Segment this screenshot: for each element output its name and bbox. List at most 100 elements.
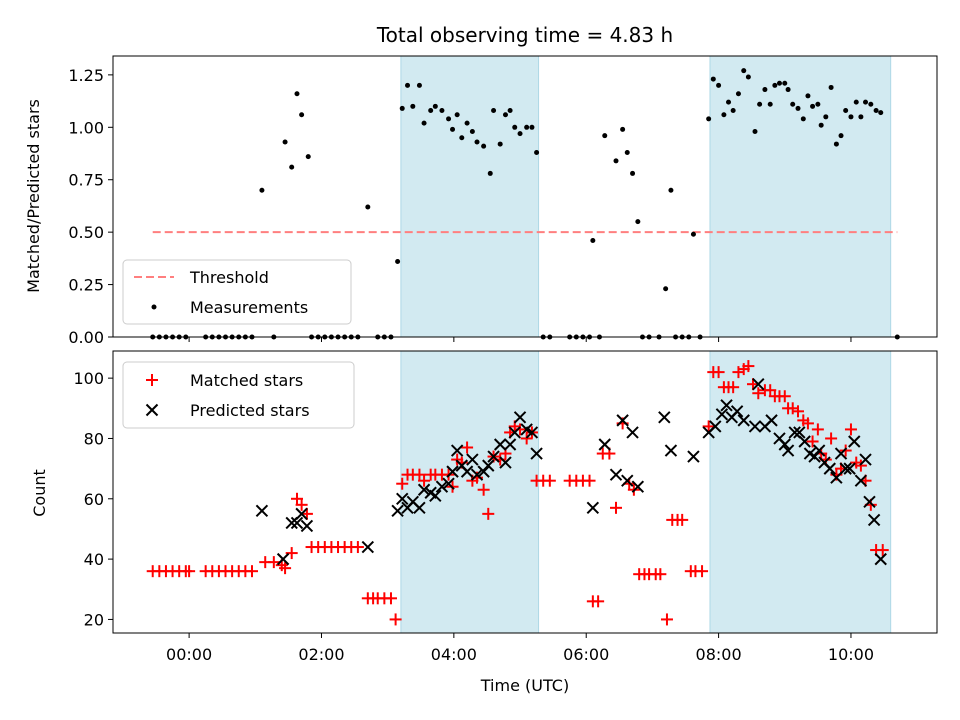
- measurement-point: [416, 82, 422, 88]
- predicted-star-marker: [466, 453, 479, 466]
- measurement-point: [399, 105, 405, 111]
- matched-star-marker: [514, 423, 527, 436]
- predicted-star-marker-b: [867, 513, 881, 527]
- measurement-point: [790, 101, 796, 107]
- matched-star-marker: [482, 507, 495, 520]
- predicted-star-marker: [487, 450, 500, 463]
- bottom-legend: Matched stars Predicted stars: [122, 361, 355, 429]
- predicted-star-marker: [621, 474, 634, 487]
- bottom-shaded-spans: [400, 351, 892, 633]
- predicted-star-marker-b: [748, 420, 762, 433]
- predicted-star-marker-b: [664, 444, 678, 457]
- predicted-star-marker: [530, 447, 543, 460]
- predicted-star-marker-b: [773, 432, 786, 445]
- y-tick-label: 100: [73, 369, 104, 388]
- measurement-point: [762, 87, 768, 93]
- matched-star-marker: [702, 420, 715, 433]
- predicted-star-marker: [429, 489, 442, 502]
- matched-star-marker: [290, 492, 303, 505]
- measurement-point: [721, 112, 727, 118]
- y-tick-label: 0.50: [68, 223, 104, 242]
- shaded-span: [400, 56, 539, 337]
- top-legend: Threshold Measurements: [122, 259, 352, 325]
- measurement-point: [428, 108, 434, 114]
- measurement-point: [469, 128, 475, 134]
- measurement-point: [863, 99, 869, 105]
- predicted-star-marker: [285, 516, 298, 530]
- predicted-star-marker: [788, 426, 801, 439]
- predicted-star-marker-b: [446, 465, 459, 478]
- predicted-star-marker-b: [839, 462, 852, 475]
- measurement-point: [487, 170, 493, 176]
- predicted-star-marker-b: [513, 411, 527, 424]
- predicted-star-marker: [631, 480, 645, 493]
- measurement-point: [365, 204, 371, 210]
- x-axis-label: Time (UTC): [480, 676, 569, 695]
- measurement-point: [663, 286, 669, 292]
- matched-star-marker: [245, 565, 258, 578]
- measurement-point: [497, 141, 503, 147]
- measurement-point: [410, 103, 416, 109]
- matched-star-marker: [801, 417, 814, 430]
- predicted-star-marker: [391, 504, 404, 518]
- predicted-star-marker-b: [834, 447, 848, 460]
- measurement-point: [782, 80, 788, 86]
- top-measurement-points: [150, 68, 900, 340]
- predicted-star-marker: [300, 519, 314, 533]
- matched-star-marker: [389, 613, 402, 626]
- measurement-point: [858, 114, 864, 120]
- legend-threshold-label: Threshold: [189, 268, 269, 287]
- matched-star-marker: [592, 595, 605, 608]
- measurement-point: [833, 141, 839, 147]
- axes-frame: [112, 350, 938, 634]
- measurement-point: [282, 139, 288, 145]
- predicted-star-marker-b: [859, 453, 872, 466]
- measurement-point: [624, 149, 630, 155]
- y-tick-label: 60: [84, 490, 104, 509]
- predicted-star-marker-b: [803, 447, 817, 460]
- predicted-star-marker-b: [361, 540, 375, 554]
- predicted-star-marker: [720, 399, 733, 412]
- measurement-point: [757, 101, 763, 107]
- predicted-star-marker-b: [413, 501, 426, 515]
- predicted-star-marker-b: [781, 444, 795, 457]
- measurement-point: [741, 68, 747, 74]
- predicted-star-marker: [525, 426, 539, 439]
- measurement-point: [446, 116, 452, 122]
- predicted-star-marker: [778, 438, 791, 451]
- predicted-star-marker: [765, 414, 778, 427]
- measurement-point: [630, 170, 636, 176]
- predicted-star-marker-b: [493, 438, 507, 451]
- legend-predicted-label: Predicted stars: [190, 401, 310, 420]
- matched-star-marker: [752, 387, 765, 400]
- matched-star-marker: [461, 441, 474, 454]
- matched-star-marker: [844, 423, 857, 436]
- matched-star-marker: [413, 468, 426, 481]
- predicted-star-marker: [859, 453, 872, 466]
- matched-star-marker: [477, 483, 490, 496]
- measurement-point: [450, 126, 456, 132]
- predicted-star-marker: [446, 465, 459, 478]
- measurement-point: [405, 82, 411, 88]
- predicted-star-marker-b: [616, 414, 629, 427]
- measurement-point: [767, 101, 773, 107]
- predicted-star-marker-b: [812, 444, 826, 457]
- matched-star-marker: [660, 613, 673, 626]
- predicted-star-marker-b: [525, 426, 539, 439]
- y-tick-label: 1.25: [68, 66, 104, 85]
- predicted-star-marker: [413, 501, 426, 515]
- predicted-star-marker: [626, 426, 639, 439]
- predicted-star-marker-b: [626, 426, 639, 439]
- predicted-star-marker-b: [290, 516, 304, 530]
- predicted-star-marker-b: [300, 519, 314, 533]
- measurement-point: [464, 120, 470, 126]
- predicted-star-marker-b: [823, 462, 836, 475]
- x-tick-label: 02:00: [298, 645, 344, 664]
- predicted-star-marker-b: [793, 426, 806, 439]
- predicted-star-marker: [435, 480, 449, 493]
- measurement-point: [294, 91, 300, 97]
- predicted-star-marker-b: [450, 444, 464, 457]
- predicted-star-marker-b: [499, 456, 512, 469]
- predicted-star-marker: [493, 438, 507, 451]
